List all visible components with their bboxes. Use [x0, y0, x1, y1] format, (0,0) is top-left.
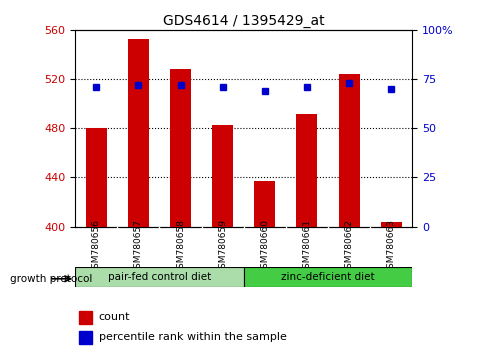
Bar	[169, 69, 191, 227]
Bar	[86, 128, 106, 227]
Bar	[75, 267, 243, 287]
Bar	[212, 125, 233, 227]
Text: GSM780656: GSM780656	[91, 219, 101, 274]
Text: GSM780661: GSM780661	[302, 219, 311, 274]
Bar	[78, 311, 92, 324]
Text: pair-fed control diet: pair-fed control diet	[107, 272, 211, 282]
Text: GSM780663: GSM780663	[386, 219, 395, 274]
Bar	[380, 222, 401, 227]
Bar	[243, 267, 411, 287]
Title: GDS4614 / 1395429_at: GDS4614 / 1395429_at	[163, 14, 324, 28]
Text: count: count	[99, 312, 130, 322]
Bar	[296, 114, 317, 227]
Bar	[338, 74, 359, 227]
Bar	[254, 181, 275, 227]
Text: GSM780662: GSM780662	[344, 219, 353, 274]
Text: percentile rank within the sample: percentile rank within the sample	[99, 332, 286, 342]
Text: GSM780660: GSM780660	[260, 219, 269, 274]
Bar	[78, 331, 92, 343]
Text: GSM780657: GSM780657	[134, 219, 143, 274]
Text: zinc-deficient diet: zinc-deficient diet	[281, 272, 374, 282]
Text: growth protocol: growth protocol	[10, 274, 92, 284]
Text: GSM780659: GSM780659	[218, 219, 227, 274]
Bar	[128, 39, 149, 227]
Text: GSM780658: GSM780658	[176, 219, 184, 274]
